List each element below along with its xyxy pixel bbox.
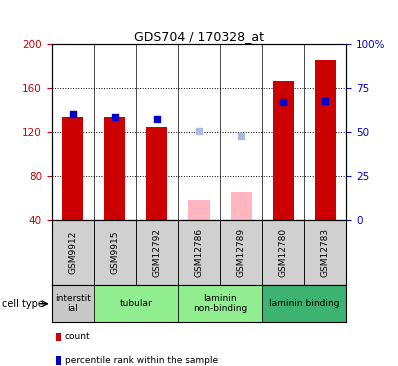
Point (154, 116, 160, 122)
Text: GSM12783: GSM12783 (321, 228, 330, 277)
Bar (262, 285, 346, 322)
Text: GSM12780: GSM12780 (279, 228, 288, 277)
Text: laminin binding: laminin binding (269, 299, 339, 308)
Bar (273, 81, 294, 220)
Point (70, 111, 76, 117)
Bar (104, 117, 125, 220)
Text: cell type: cell type (2, 299, 44, 309)
Title: GDS704 / 170328_at: GDS704 / 170328_at (134, 30, 264, 43)
Text: percentile rank within the sample: percentile rank within the sample (65, 356, 218, 365)
Text: laminin
non-binding: laminin non-binding (193, 294, 247, 314)
Point (112, 115, 118, 120)
Text: count: count (65, 332, 91, 341)
Point (238, 133, 244, 139)
Bar (178, 285, 262, 322)
Bar (62, 117, 83, 220)
Text: GSM9912: GSM9912 (68, 231, 77, 274)
Bar (230, 192, 252, 220)
Bar (94, 285, 178, 322)
Bar (52, 285, 94, 322)
Point (280, 99, 286, 105)
Point (322, 98, 328, 104)
Bar (315, 60, 336, 220)
Text: GSM12792: GSM12792 (152, 228, 162, 277)
Text: tubular: tubular (119, 299, 152, 308)
Bar (146, 127, 168, 220)
Text: GSM12789: GSM12789 (236, 228, 246, 277)
Text: GSM12786: GSM12786 (195, 228, 203, 277)
Text: interstit
ial: interstit ial (55, 294, 91, 314)
Point (196, 128, 202, 134)
Text: GSM9915: GSM9915 (110, 231, 119, 274)
Bar (189, 200, 209, 220)
